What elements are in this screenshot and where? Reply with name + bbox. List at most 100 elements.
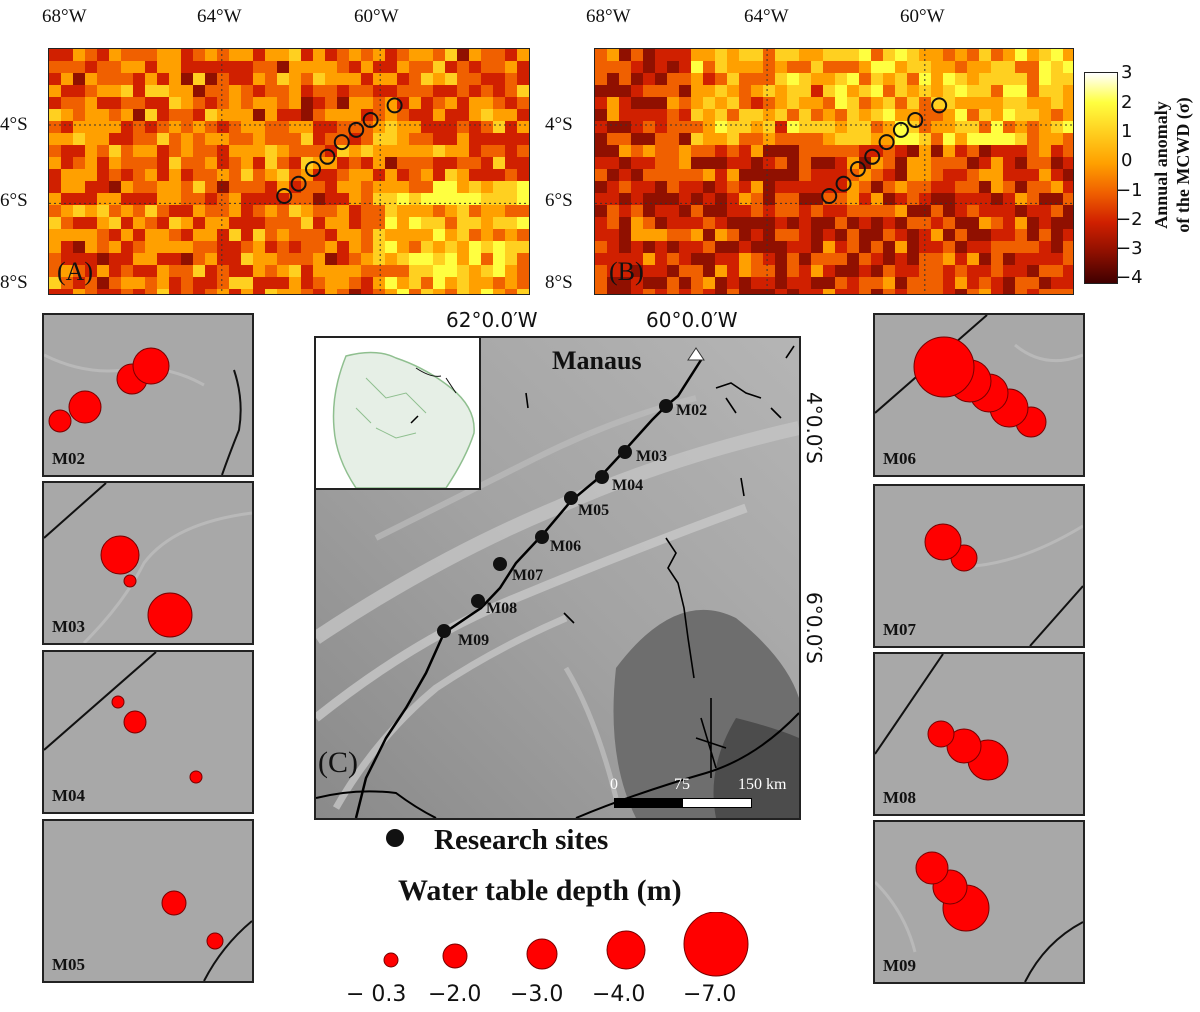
grid-cell [85,97,97,109]
grid-cell [715,145,727,157]
grid-cell [445,49,457,61]
grid-cell [871,181,883,193]
grid-cell [847,61,859,73]
grid-cell [1039,61,1051,73]
grid-cell [457,85,469,97]
grid-cell [205,229,217,241]
grid-cell [883,73,895,85]
grid-cell [871,205,883,217]
grid-cell [181,217,193,229]
grid-cell [595,205,607,217]
grid-cell [97,85,109,97]
grid-cell [811,109,823,121]
grid-cell [193,73,205,85]
grid-cell [1027,253,1039,265]
grid-cell [157,181,169,193]
grid-cell [1051,49,1063,61]
grid-cell [97,61,109,73]
grid-cell [49,73,61,85]
grid-cell [193,157,205,169]
grid-cell [481,217,493,229]
grid-cell [895,241,907,253]
grid-cell [751,145,763,157]
grid-cell [97,277,109,289]
site-marker-m07 [493,557,507,571]
grid-cell [457,229,469,241]
grid-cell [337,289,349,294]
grid-cell [49,109,61,121]
transect-site-circle [907,112,924,129]
grid-cell [655,49,667,61]
grid-cell [691,61,703,73]
colorbar-title-line2: of the MCWD (σ) [1173,97,1193,233]
grid-cell [505,157,517,169]
grid-cell [775,85,787,97]
grid-cell [361,145,373,157]
grid-cell [667,193,679,205]
grid-cell [655,229,667,241]
grid-cell [727,133,739,145]
grid-cell [883,145,895,157]
grid-cell [979,97,991,109]
grid-cell [655,73,667,85]
transect-site-circle [386,97,403,114]
grid-cell [121,229,133,241]
grid-cell [349,169,361,181]
grid-cell [229,229,241,241]
grid-cell [859,253,871,265]
grid-cell [631,277,643,289]
grid-cell [715,205,727,217]
grid-cell [775,205,787,217]
m07-depth-circle [924,523,962,561]
grid-cell [517,145,529,157]
grid-cell [301,145,313,157]
grid-cell [727,121,739,133]
grid-cell [631,289,643,294]
grid-cell [181,277,193,289]
grid-cell [715,85,727,97]
grid-cell [667,265,679,277]
grid-cell [289,121,301,133]
grid-cell [157,145,169,157]
grid-cell [655,133,667,145]
grid-cell [835,109,847,121]
grid-cell [1063,157,1073,169]
grid-cell [883,217,895,229]
grid-cell [217,205,229,217]
grid-cell [1039,205,1051,217]
grid-cell [751,169,763,181]
grid-cell [193,109,205,121]
grid-cell [751,61,763,73]
grid-cell [337,169,349,181]
grid-cell [739,97,751,109]
grid-cell [943,133,955,145]
transect-site-circle [276,188,293,204]
grid-cell [703,61,715,73]
grid-cell [859,241,871,253]
grid-cell [667,169,679,181]
grid-cell [385,157,397,169]
grid-cell [787,193,799,205]
grid-cell [991,217,1003,229]
grid-cell [847,265,859,277]
grid-cell [289,133,301,145]
grid-cell [835,97,847,109]
grid-cell [457,61,469,73]
grid-cell [991,121,1003,133]
grid-cell [859,289,871,294]
grid-cell [955,205,967,217]
grid-cell [445,205,457,217]
grid-cell [883,61,895,73]
inset-m04: M04 [42,650,254,814]
grid-cell [595,73,607,85]
grid-cell [1027,265,1039,277]
grid-cell [775,109,787,121]
grid-cell [109,85,121,97]
grid-cell [241,61,253,73]
grid-cell [229,157,241,169]
grid-cell [883,205,895,217]
grid-cell [1063,193,1073,205]
grid-cell [241,253,253,265]
grid-cell [991,145,1003,157]
grid-cell [895,289,907,294]
